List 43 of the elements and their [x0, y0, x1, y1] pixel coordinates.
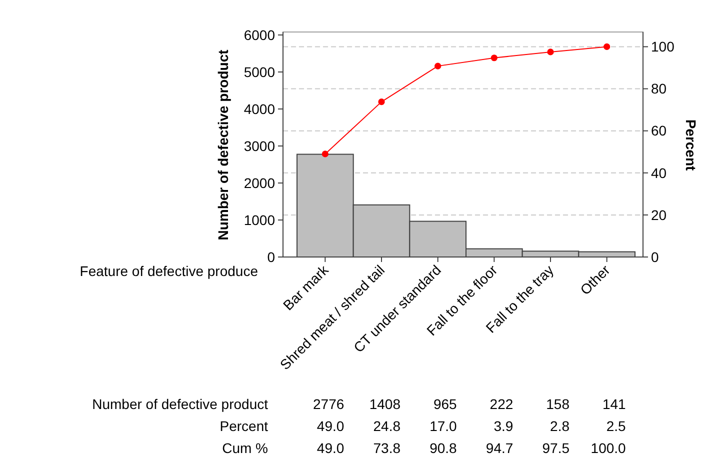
text: Cum %: [222, 440, 268, 456]
data-label: 100.0: [590, 440, 626, 456]
text: Number of defective product: [92, 396, 268, 412]
text: 2.5: [606, 418, 626, 434]
point: [434, 62, 442, 70]
y-tick-label: 0: [267, 248, 276, 265]
y2-tick-label: 40: [651, 164, 667, 181]
y-tick-label: 1000: [244, 212, 276, 228]
y-tick-label: 4000: [244, 100, 276, 117]
data-label: 141: [602, 396, 626, 412]
y2-axis-title: Percent: [683, 119, 699, 172]
y2-tick-label: 80: [651, 80, 667, 97]
text: 17.0: [430, 418, 458, 434]
data-label: 90.8: [430, 440, 458, 456]
x-axis-title: Feature of defective produce: [80, 263, 258, 279]
text: 2.8: [550, 418, 570, 434]
y2-tick-label: 0: [651, 248, 659, 265]
data-label: 73.8: [373, 440, 401, 456]
data-label: 158: [546, 396, 570, 412]
text: Percent: [220, 418, 268, 434]
data-label: 97.5: [542, 440, 570, 456]
point: [322, 150, 328, 158]
y-tick-label: 2000: [244, 174, 276, 191]
data-label: 94.7: [486, 440, 514, 456]
point: [490, 54, 498, 62]
y2-tick-label: 20: [651, 206, 667, 223]
y-axis-title: Number of defective product: [215, 49, 231, 240]
data-label: 49.0: [316, 440, 344, 456]
text: 24.8: [373, 418, 401, 434]
text: 49.0: [316, 418, 344, 434]
y-tick-label: 6000: [244, 26, 276, 43]
point: [604, 43, 610, 50]
data-label: 222: [490, 396, 514, 412]
y-tick-label: 3000: [244, 138, 276, 154]
y-tick-label: 5000: [244, 64, 276, 80]
y2-tick-label: 60: [651, 122, 667, 139]
point: [378, 98, 385, 106]
y2-tick-label: 100: [651, 38, 675, 55]
data-label: 2776: [313, 396, 344, 412]
text: 3.9: [494, 418, 514, 434]
data-label: 965: [433, 396, 458, 412]
data-label: 1408: [369, 396, 401, 412]
point: [547, 48, 554, 56]
